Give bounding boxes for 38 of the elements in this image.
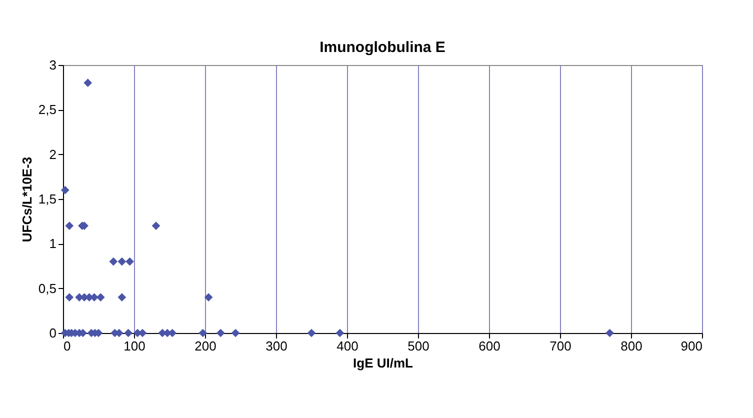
point <box>109 257 118 266</box>
point <box>65 222 74 230</box>
chart-title: Imunoglobulina E <box>320 39 446 56</box>
x-axis-title: IgE UI/mL <box>353 356 414 370</box>
x-tick-label: 500 <box>408 338 430 354</box>
y-tick-label: 3 <box>49 58 56 72</box>
point <box>216 328 225 338</box>
point <box>96 293 105 302</box>
point <box>231 328 240 338</box>
point <box>84 78 92 88</box>
point <box>204 293 213 302</box>
y-tick-label: 1,5 <box>38 192 56 206</box>
y-tick-label: 2 <box>49 146 56 162</box>
x-tick-label: 900 <box>680 338 702 354</box>
y-tick-label: 0,5 <box>38 280 56 296</box>
point <box>118 293 126 302</box>
point <box>307 328 316 338</box>
point <box>606 328 614 338</box>
x-tick-label: 0 <box>64 338 71 354</box>
x-tick-label: 600 <box>478 338 500 354</box>
x-tick-label: 700 <box>550 338 572 354</box>
point <box>118 257 126 266</box>
point <box>65 293 74 302</box>
x-tick-label: 200 <box>194 338 216 354</box>
y-axis-title: UFCs/L*10E-3 <box>19 156 34 242</box>
x-tick-label: 300 <box>266 338 288 354</box>
y-tick-label: 0 <box>49 326 56 340</box>
point <box>198 328 208 338</box>
point <box>336 328 344 338</box>
point <box>126 257 134 266</box>
point <box>152 222 160 230</box>
x-tick-label: 100 <box>124 338 146 354</box>
x-tick-label: 800 <box>620 338 642 354</box>
point <box>124 328 133 338</box>
x-tick-label: 400 <box>336 338 358 354</box>
y-tick-label: 2,5 <box>38 102 56 118</box>
y-tick-label: 1 <box>49 236 56 252</box>
point <box>60 186 70 194</box>
